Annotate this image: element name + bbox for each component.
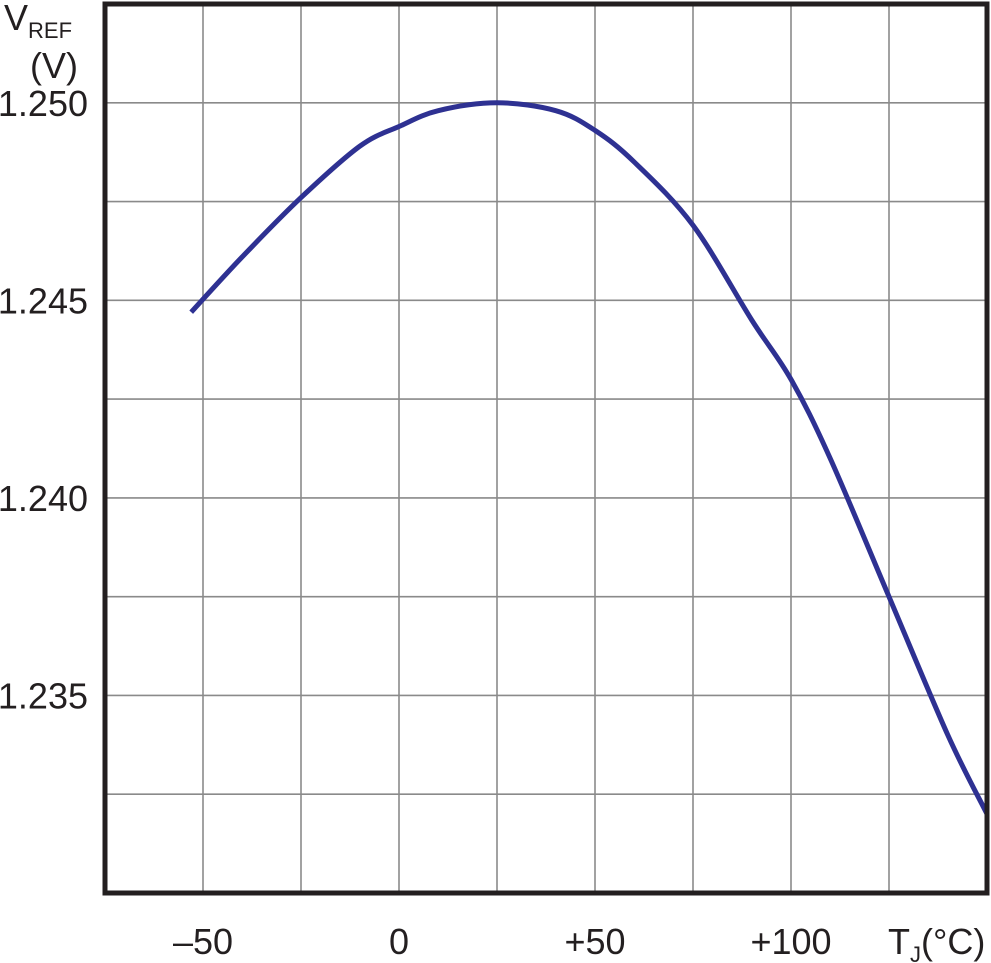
y-axis-title-sub: REF [28,18,72,43]
plot-frame [102,1,990,896]
x-axis-title-main: T [888,921,910,962]
y-tick-label: 1.235 [0,675,88,716]
x-tick-label: +50 [564,921,625,962]
y-tick-label: 1.240 [0,478,88,519]
x-tick-label: 0 [389,921,409,962]
grid [105,4,987,893]
y-tick-label: 1.250 [0,83,88,124]
y-tick-label: 1.245 [0,280,88,321]
x-tick-labels: –50 0 +50 +100 [173,921,832,962]
y-axis-title-main: V [4,0,28,38]
y-axis-unit: (V) [30,45,78,86]
x-axis-title-unit: (°C) [921,921,985,962]
x-tick-label: +100 [750,921,831,962]
y-tick-labels: 1.235 1.240 1.245 1.250 [0,83,88,717]
x-tick-label: –50 [173,921,233,962]
y-axis-title: VREF [4,0,72,43]
series-group [189,100,990,816]
vref-curve [189,100,990,816]
x-axis-title-sub: J [910,942,921,963]
x-axis-title: TJ(°C) [888,921,985,963]
